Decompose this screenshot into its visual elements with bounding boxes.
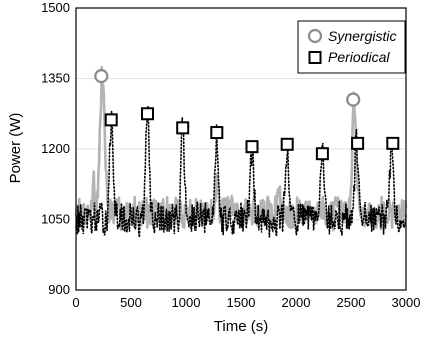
periodical-peak-marker [386,136,400,150]
x-tick-label: 2000 [282,295,311,310]
x-tick-label: 2500 [337,295,366,310]
y-tick-label: 1500 [41,0,70,15]
plot-frame [75,7,407,291]
series-line-periodical [75,106,407,238]
y-tick-label: 1350 [41,71,70,86]
synergistic-peak-marker [346,92,361,107]
periodical-peak-marker [176,121,190,135]
legend-label-periodical: Periodical [328,49,390,65]
x-tick-label: 1000 [172,295,201,310]
x-tick-label: 500 [120,295,142,310]
x-tick-label: 1500 [227,295,256,310]
periodical-peak-marker [351,136,365,150]
y-axis-title: Power (W) [7,113,24,184]
periodical-peak-marker [245,140,259,154]
series-layer [74,65,408,238]
legend-marker-periodical [308,51,322,64]
y-tick-label: 1200 [41,141,70,156]
legend: Synergistic Periodical [297,20,406,74]
periodical-peak-marker [104,113,118,127]
periodical-peak-marker [315,147,329,161]
ticks: 900 1050 1200 1350 1500 0 500 1000 1500 2000 2500 3… [41,0,420,310]
periodical-peak-marker [141,107,154,121]
legend-label-synergistic: Synergistic [328,28,396,44]
legend-marker-synergistic [307,28,323,44]
y-tick-label: 1050 [41,212,70,227]
x-tick-label: 3000 [392,295,421,310]
synergistic-peak-marker [94,69,109,84]
periodical-peak-marker [210,126,224,140]
x-axis-title: Time (s) [214,318,268,335]
x-tick-label: 0 [72,295,79,310]
periodical-peak-marker [280,137,294,151]
y-tick-label: 900 [48,282,70,297]
